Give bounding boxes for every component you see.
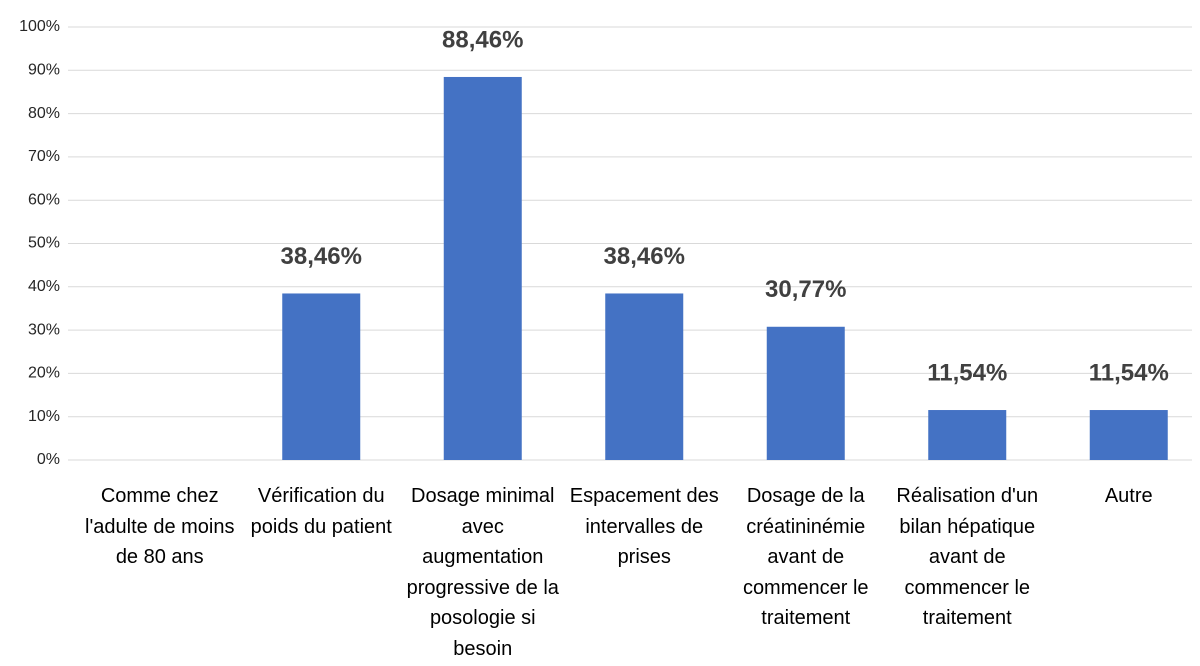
- data-label: 88,46%: [442, 26, 523, 53]
- y-tick-label: 60%: [28, 191, 60, 208]
- y-tick-label: 10%: [28, 408, 60, 425]
- bar: [282, 293, 361, 460]
- y-tick-label: 80%: [28, 105, 60, 122]
- bar: [605, 293, 684, 460]
- data-label: 38,46%: [281, 243, 362, 270]
- y-tick-label: 0%: [37, 451, 60, 468]
- data-label: 11,54%: [927, 359, 1007, 386]
- x-tick-label: Comme chez l'adulte de moins de 80 ans: [85, 485, 235, 568]
- y-tick-label: 90%: [28, 62, 60, 79]
- bar: [443, 76, 522, 460]
- x-tick-label: Dosage minimal avec augmentation progres…: [406, 485, 559, 660]
- bar: [766, 326, 845, 460]
- y-tick-label: 30%: [28, 321, 60, 338]
- x-tick-label: Réalisation d'un bilan hépatique avant d…: [896, 485, 1039, 629]
- data-label: 38,46%: [604, 243, 685, 270]
- x-tick-label: Vérification du poids du patient: [250, 485, 392, 538]
- y-tick-label: 20%: [28, 365, 60, 382]
- bar: [1089, 410, 1168, 460]
- data-label: 11,54%: [1089, 359, 1169, 386]
- y-tick-label: 50%: [28, 235, 60, 252]
- x-tick-label: Dosage de la créatininémie avant de comm…: [742, 485, 869, 629]
- y-tick-label: 40%: [28, 278, 60, 295]
- data-label: 30,77%: [765, 276, 846, 303]
- x-tick-label: Autre: [1104, 485, 1153, 507]
- y-tick-label: 100%: [19, 18, 60, 35]
- x-tick-label: Espacement des intervalles de prises: [569, 485, 719, 568]
- bar: [928, 410, 1007, 460]
- y-tick-label: 70%: [28, 148, 60, 165]
